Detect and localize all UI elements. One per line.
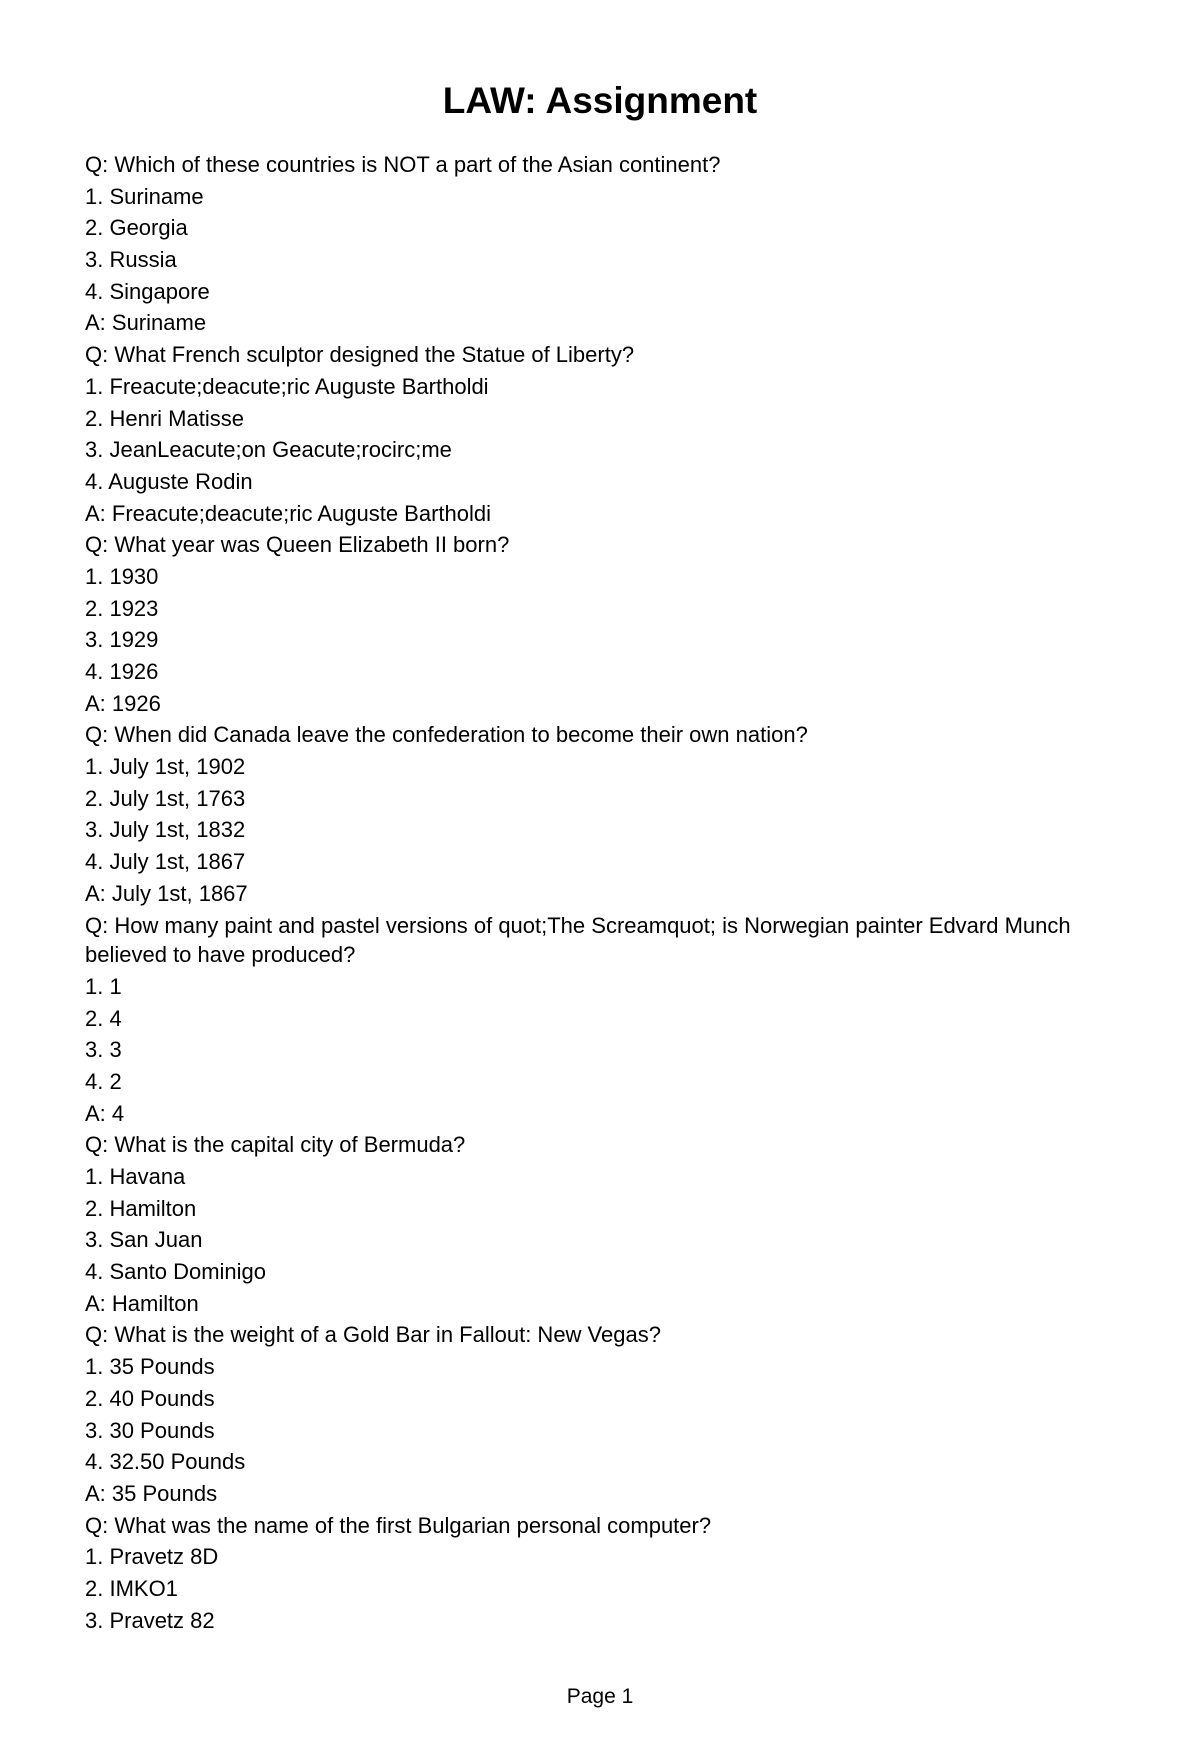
answer-text: A: 1926: [85, 689, 1115, 719]
option-text: 4. Santo Dominigo: [85, 1257, 1115, 1287]
option-text: 3. San Juan: [85, 1225, 1115, 1255]
page-footer: Page 1: [85, 1685, 1115, 1709]
option-text: 4. Singapore: [85, 277, 1115, 307]
option-text: 1. Freacute;deacute;ric Auguste Barthold…: [85, 372, 1115, 402]
option-text: 3. Russia: [85, 245, 1115, 275]
option-text: 2. Georgia: [85, 213, 1115, 243]
option-text: 2. Hamilton: [85, 1194, 1115, 1224]
option-text: 2. 4: [85, 1004, 1115, 1034]
option-text: 4. 2: [85, 1067, 1115, 1097]
option-text: 4. July 1st, 1867: [85, 847, 1115, 877]
option-text: 2. IMKO1: [85, 1574, 1115, 1604]
question-text: Q: What was the name of the first Bulgar…: [85, 1511, 1115, 1541]
option-text: 1. 35 Pounds: [85, 1352, 1115, 1382]
option-text: 4. Auguste Rodin: [85, 467, 1115, 497]
content-body: Q: Which of these countries is NOT a par…: [85, 150, 1115, 1635]
option-text: 2. 1923: [85, 594, 1115, 624]
option-text: 3. 30 Pounds: [85, 1416, 1115, 1446]
option-text: 1. 1930: [85, 562, 1115, 592]
option-text: 3. JeanLeacute;on Geacute;rocirc;me: [85, 435, 1115, 465]
answer-text: A: 35 Pounds: [85, 1479, 1115, 1509]
option-text: 1. Havana: [85, 1162, 1115, 1192]
question-text: Q: What is the capital city of Bermuda?: [85, 1130, 1115, 1160]
answer-text: A: Suriname: [85, 308, 1115, 338]
option-text: 4. 1926: [85, 657, 1115, 687]
option-text: 1. Suriname: [85, 182, 1115, 212]
option-text: 2. July 1st, 1763: [85, 784, 1115, 814]
question-text: Q: What year was Queen Elizabeth II born…: [85, 530, 1115, 560]
option-text: 3. 1929: [85, 625, 1115, 655]
option-text: 3. Pravetz 82: [85, 1606, 1115, 1636]
answer-text: A: Hamilton: [85, 1289, 1115, 1319]
option-text: 4. 32.50 Pounds: [85, 1447, 1115, 1477]
question-text: Q: What is the weight of a Gold Bar in F…: [85, 1320, 1115, 1350]
answer-text: A: July 1st, 1867: [85, 879, 1115, 909]
option-text: 2. Henri Matisse: [85, 404, 1115, 434]
option-text: 1. July 1st, 1902: [85, 752, 1115, 782]
page-title: LAW: Assignment: [85, 80, 1115, 122]
question-text: Q: When did Canada leave the confederati…: [85, 720, 1115, 750]
answer-text: A: 4: [85, 1099, 1115, 1129]
option-text: 3. 3: [85, 1035, 1115, 1065]
option-text: 1. 1: [85, 972, 1115, 1002]
option-text: 1. Pravetz 8D: [85, 1542, 1115, 1572]
answer-text: A: Freacute;deacute;ric Auguste Barthold…: [85, 499, 1115, 529]
question-text: Q: Which of these countries is NOT a par…: [85, 150, 1115, 180]
option-text: 2. 40 Pounds: [85, 1384, 1115, 1414]
question-text: Q: What French sculptor designed the Sta…: [85, 340, 1115, 370]
question-text: Q: How many paint and pastel versions of…: [85, 911, 1115, 970]
option-text: 3. July 1st, 1832: [85, 815, 1115, 845]
